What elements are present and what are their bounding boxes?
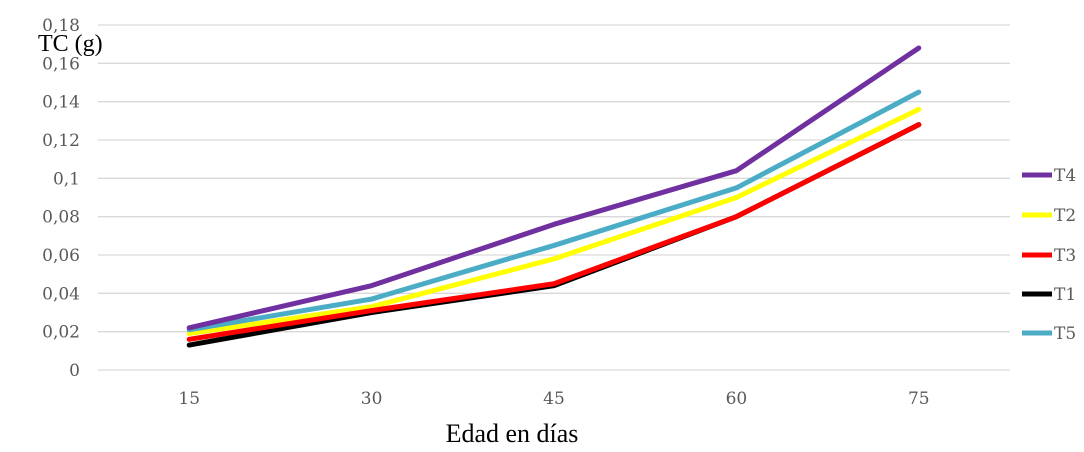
y-tick-label: 0,16 [42,54,80,74]
y-tick-label: 0,06 [42,246,80,266]
x-axis-label: Edad en días [446,419,579,448]
x-tick-label: 15 [178,389,200,409]
y-tick-label: 0,02 [42,323,80,343]
series-line-t4 [186,45,922,331]
legend-label-t3: T3 [1054,246,1076,266]
y-tick-label: 0,12 [42,131,80,151]
y-tick-label: 0,18 [42,16,80,36]
legend-label-t5: T5 [1054,324,1076,344]
series-line-t3 [186,122,922,342]
y-axis-label: TC (g) [38,31,103,57]
series-lines [186,45,922,348]
y-tick-label: 0,08 [42,208,80,228]
y-tick-label: 0,04 [42,284,80,304]
y-tick-label: 0,14 [42,93,80,113]
x-axis-ticks: 15 30 45 60 75 [178,389,929,409]
legend-label-t1: T1 [1054,285,1076,305]
y-tick-label: 0,1 [53,169,80,189]
x-tick-label: 75 [908,389,930,409]
y-tick-label: 0 [69,361,80,381]
y-axis-ticks: 0 0,02 0,04 0,06 0,08 0,1 0,12 0,14 0,16 0,18 [42,16,80,381]
x-tick-label: 30 [361,389,383,409]
x-tick-label: 60 [726,389,748,409]
series-line-t2 [186,106,922,337]
series-line-t5 [186,89,922,333]
legend-label-t4: T4 [1054,166,1076,186]
legend-label-t2: T2 [1054,206,1076,226]
legend: T4 T2 T3 T1 T5 [1022,166,1076,344]
x-tick-label: 45 [543,389,565,409]
